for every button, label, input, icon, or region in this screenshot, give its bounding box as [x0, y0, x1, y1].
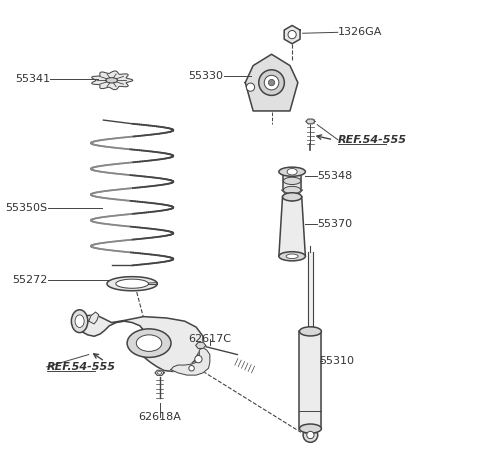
Polygon shape — [196, 342, 206, 348]
Polygon shape — [283, 172, 301, 190]
Polygon shape — [284, 26, 300, 44]
Polygon shape — [77, 315, 203, 371]
Ellipse shape — [72, 310, 88, 333]
Polygon shape — [171, 347, 210, 375]
Text: REF.54-555: REF.54-555 — [47, 362, 116, 372]
Text: 62617C: 62617C — [188, 334, 231, 344]
Polygon shape — [306, 119, 315, 124]
Polygon shape — [305, 428, 316, 433]
Ellipse shape — [259, 70, 284, 95]
Ellipse shape — [268, 79, 275, 86]
Text: 55370: 55370 — [317, 219, 352, 229]
Ellipse shape — [195, 356, 202, 363]
Ellipse shape — [279, 167, 305, 176]
Ellipse shape — [287, 169, 297, 175]
Polygon shape — [92, 71, 132, 89]
Ellipse shape — [189, 366, 194, 371]
Polygon shape — [155, 370, 164, 376]
Ellipse shape — [303, 427, 318, 442]
Ellipse shape — [283, 186, 301, 194]
Text: 55310: 55310 — [320, 357, 355, 367]
Polygon shape — [245, 54, 298, 111]
Text: 1326GA: 1326GA — [338, 27, 382, 37]
Polygon shape — [308, 252, 312, 331]
Text: 55272: 55272 — [12, 275, 48, 285]
Ellipse shape — [288, 30, 296, 39]
Text: 55348: 55348 — [317, 171, 352, 181]
Ellipse shape — [289, 196, 295, 201]
Ellipse shape — [264, 75, 279, 90]
Ellipse shape — [307, 431, 314, 439]
Text: 55341: 55341 — [15, 74, 50, 84]
Polygon shape — [300, 331, 322, 428]
Ellipse shape — [157, 371, 162, 374]
Ellipse shape — [279, 252, 305, 261]
Ellipse shape — [283, 193, 302, 201]
Polygon shape — [89, 312, 99, 324]
Text: 55350S: 55350S — [5, 203, 48, 213]
Text: REF.54-555: REF.54-555 — [338, 135, 407, 145]
Ellipse shape — [300, 424, 322, 433]
Polygon shape — [107, 277, 157, 291]
Ellipse shape — [283, 177, 301, 185]
Ellipse shape — [75, 315, 84, 327]
Text: 55330: 55330 — [189, 71, 224, 81]
Polygon shape — [282, 190, 302, 198]
Ellipse shape — [286, 254, 298, 258]
Polygon shape — [106, 78, 118, 83]
Ellipse shape — [136, 335, 162, 351]
Text: 62618A: 62618A — [138, 412, 181, 422]
Ellipse shape — [300, 327, 322, 336]
Polygon shape — [279, 197, 305, 256]
Ellipse shape — [127, 329, 171, 357]
Ellipse shape — [246, 83, 254, 91]
